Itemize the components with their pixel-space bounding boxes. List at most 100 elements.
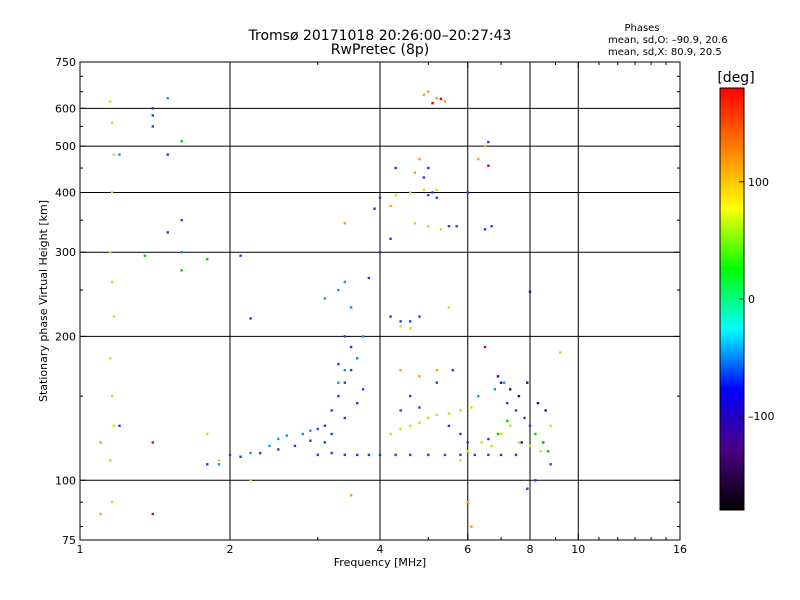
data-point xyxy=(343,222,347,225)
data-point xyxy=(337,288,340,292)
data-point xyxy=(517,394,521,398)
data-point xyxy=(549,424,552,428)
data-point xyxy=(228,453,232,457)
data-point xyxy=(399,325,402,328)
data-point xyxy=(268,444,271,448)
data-point xyxy=(118,424,121,428)
data-point xyxy=(355,357,359,360)
phases-stats-o: mean, sd,O: –90.9, 20.6 xyxy=(608,35,728,46)
y-tick-label: 300 xyxy=(55,246,76,259)
data-point xyxy=(483,345,487,349)
data-point xyxy=(435,96,438,100)
data-point xyxy=(466,500,469,504)
data-point xyxy=(205,258,209,261)
data-point xyxy=(337,381,340,384)
data-point xyxy=(399,320,402,323)
x-tick-label: 6 xyxy=(464,543,471,556)
data-point xyxy=(490,444,493,448)
y-tick-label: 750 xyxy=(55,56,76,69)
data-point xyxy=(427,90,430,93)
y-axis-label: Stationary phase Virtual Height [km] xyxy=(37,200,50,402)
data-point xyxy=(541,441,545,444)
data-point xyxy=(99,512,102,516)
data-point xyxy=(447,424,451,428)
data-point xyxy=(528,444,532,448)
data-point xyxy=(180,140,183,143)
data-point xyxy=(493,388,497,391)
data-point xyxy=(343,368,347,372)
data-point xyxy=(526,487,529,490)
data-point xyxy=(443,100,447,103)
data-point xyxy=(559,351,562,354)
data-point xyxy=(443,453,447,457)
data-point xyxy=(239,254,242,257)
data-point xyxy=(239,455,242,458)
data-point xyxy=(418,157,421,161)
data-point xyxy=(109,251,112,254)
data-point xyxy=(539,450,542,453)
data-point xyxy=(435,368,438,372)
data-point xyxy=(427,193,430,197)
data-point xyxy=(418,375,421,378)
data-point xyxy=(528,290,532,293)
colorbar-tick-label: –100 xyxy=(748,410,775,423)
data-point xyxy=(394,453,397,457)
data-point xyxy=(427,225,430,228)
data-point xyxy=(435,196,438,199)
data-point xyxy=(389,204,392,208)
data-point xyxy=(459,453,462,457)
data-point xyxy=(205,463,209,466)
data-point xyxy=(439,97,443,101)
x-tick-label: 1 xyxy=(77,543,84,556)
data-point xyxy=(455,225,458,228)
data-point xyxy=(447,306,451,309)
data-point xyxy=(151,114,155,117)
data-point xyxy=(151,107,155,110)
data-point xyxy=(394,193,397,197)
data-point xyxy=(431,101,434,105)
data-point xyxy=(447,412,451,415)
data-point xyxy=(343,453,347,457)
data-point xyxy=(378,196,382,199)
data-point xyxy=(546,450,550,453)
data-point xyxy=(487,437,490,441)
data-point xyxy=(110,191,114,194)
data-point xyxy=(355,401,359,405)
data-point xyxy=(435,413,438,417)
data-point xyxy=(249,479,252,482)
data-point xyxy=(413,171,417,174)
data-point xyxy=(118,153,121,156)
y-tick-label: 500 xyxy=(55,140,76,153)
data-point xyxy=(499,432,503,436)
data-point xyxy=(549,463,552,466)
colorbar-tick-label: 0 xyxy=(748,293,755,306)
data-point xyxy=(277,437,280,441)
data-point xyxy=(480,441,483,444)
data-point xyxy=(399,427,402,431)
x-tick-label: 4 xyxy=(377,543,384,556)
data-point xyxy=(343,416,347,420)
y-tick-label: 100 xyxy=(55,474,76,487)
data-point xyxy=(514,453,518,457)
colorbar-ticks: 100 0 –100 xyxy=(739,176,775,423)
data-point xyxy=(389,237,392,241)
data-point xyxy=(180,251,183,254)
x-tick-label: 8 xyxy=(527,543,534,556)
data-point xyxy=(378,453,382,457)
phases-heading: Phases xyxy=(624,23,659,34)
data-point xyxy=(367,453,371,457)
data-point xyxy=(389,432,392,436)
data-point xyxy=(496,432,500,436)
data-point xyxy=(109,357,112,360)
data-point xyxy=(355,453,359,457)
data-point xyxy=(409,320,412,323)
data-point xyxy=(217,459,221,462)
data-point xyxy=(249,317,252,320)
data-point xyxy=(316,427,319,431)
data-point xyxy=(487,453,490,457)
data-point xyxy=(413,222,417,225)
data-point xyxy=(109,100,112,103)
data-point xyxy=(517,441,521,444)
data-point xyxy=(418,406,421,409)
data-point xyxy=(378,251,382,254)
